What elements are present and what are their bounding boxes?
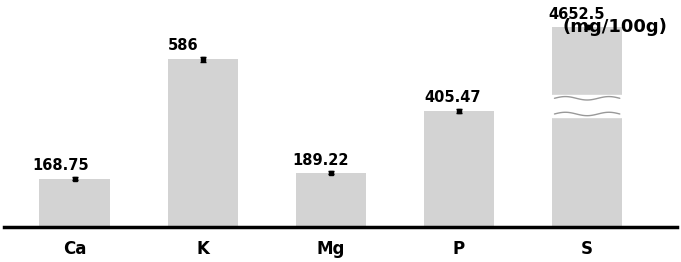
Bar — [552, 27, 622, 97]
Bar — [296, 173, 366, 227]
Text: 189.22: 189.22 — [292, 152, 349, 167]
Bar — [39, 178, 110, 227]
Text: 4652.5: 4652.5 — [549, 7, 605, 22]
Bar — [168, 59, 238, 227]
Text: 168.75: 168.75 — [33, 158, 89, 173]
Text: (mg/100g): (mg/100g) — [563, 18, 667, 36]
Bar — [552, 115, 622, 227]
Text: 405.47: 405.47 — [424, 90, 481, 105]
Bar — [424, 111, 494, 227]
Text: 586: 586 — [168, 38, 199, 53]
